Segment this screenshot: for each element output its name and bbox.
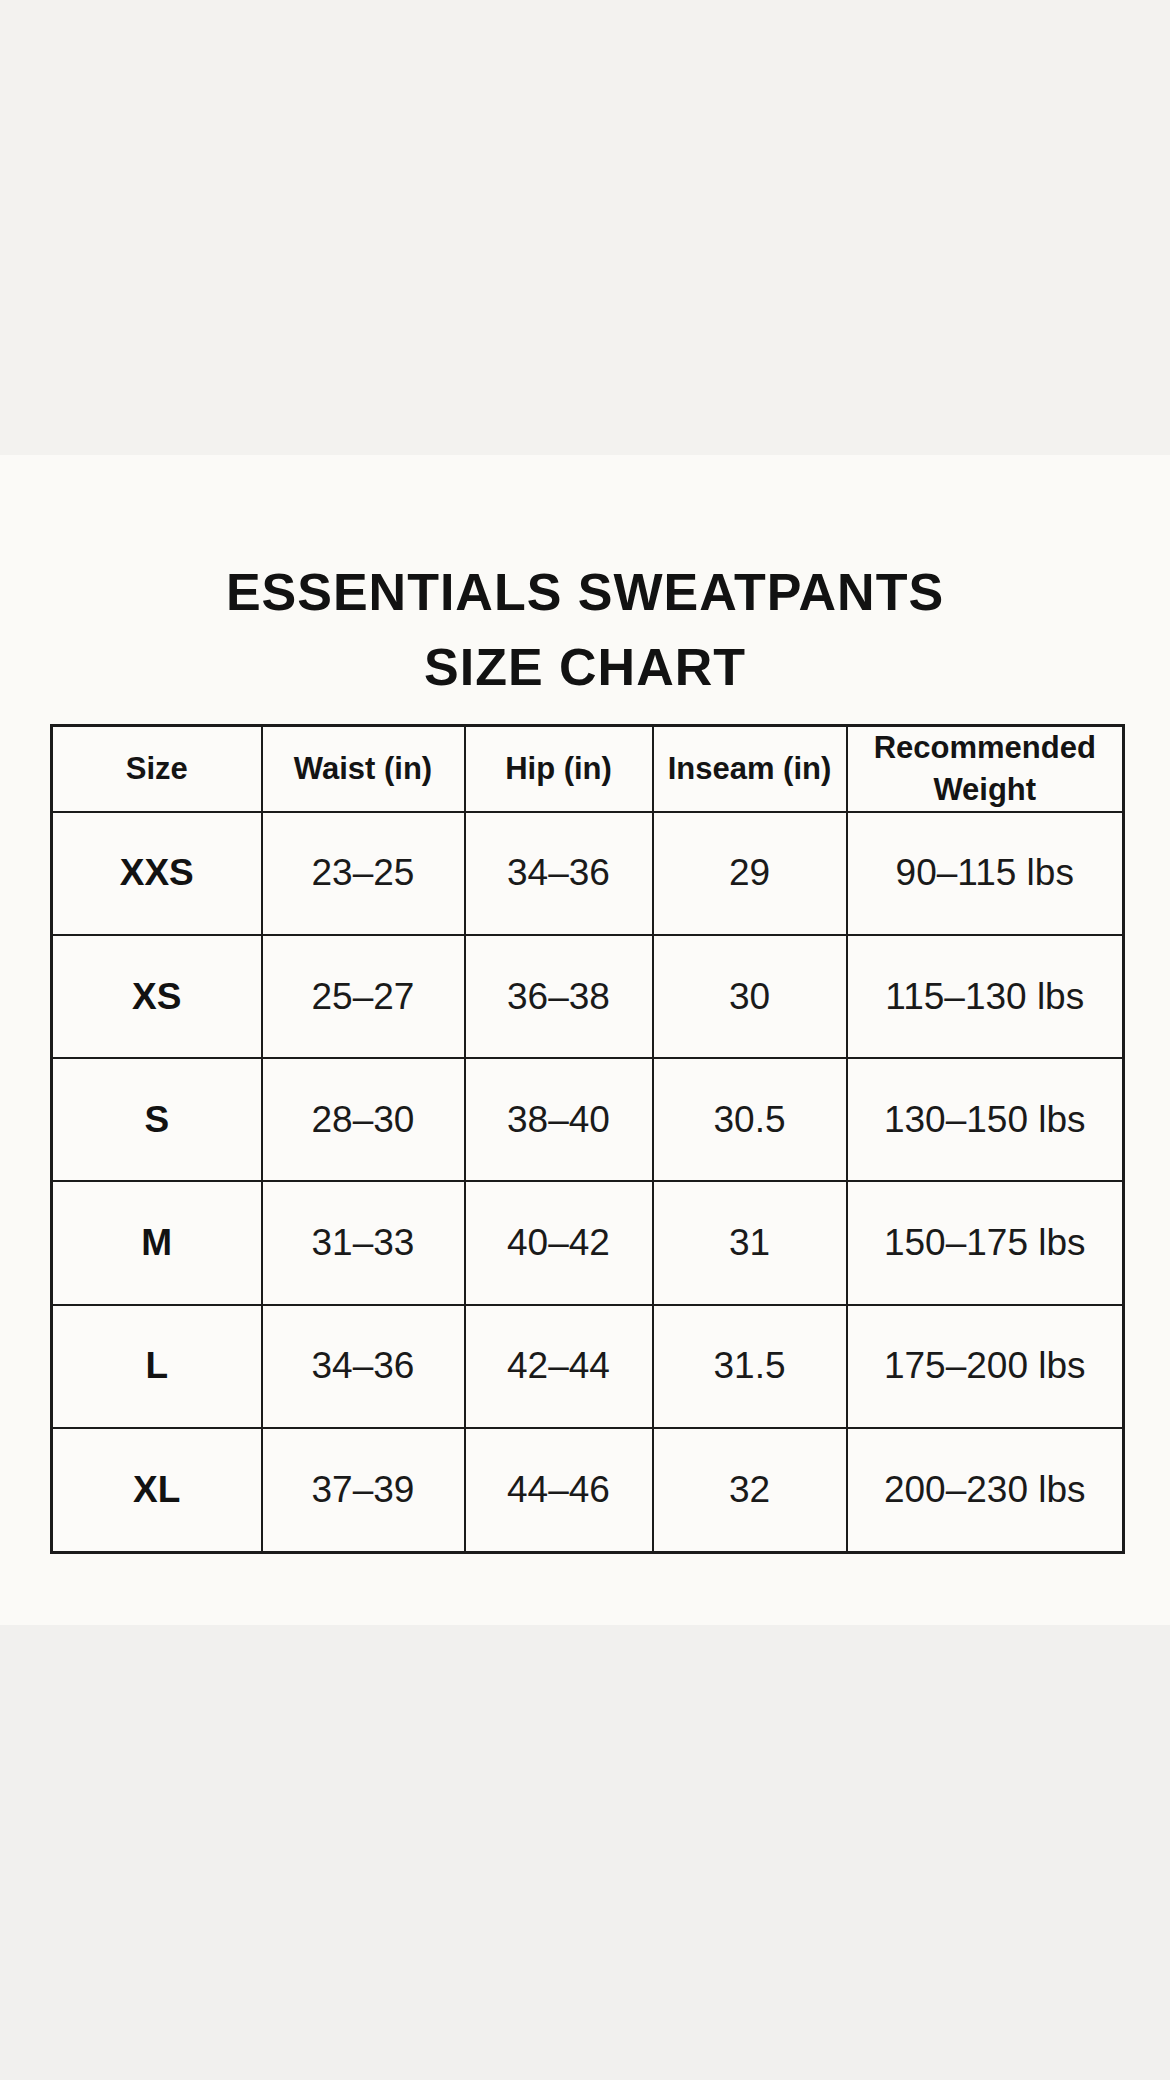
waist-cell: 34–36: [262, 1305, 465, 1428]
col-header-weight: Recommended Weight: [847, 726, 1124, 812]
inseam-cell: 31.5: [653, 1305, 847, 1428]
hip-cell: 44–46: [465, 1428, 653, 1553]
table-row-xl: XL 37–39 44–46 32 200–230 lbs: [52, 1428, 1124, 1553]
hip-cell: 34–36: [465, 812, 653, 935]
page-title: ESSENTIALS SWEATPANTS SIZE CHART: [0, 555, 1170, 705]
waist-cell: 25–27: [262, 935, 465, 1058]
col-header-waist: Waist (in): [262, 726, 465, 812]
table-row-m: M 31–33 40–42 31 150–175 lbs: [52, 1181, 1124, 1304]
size-cell: L: [52, 1305, 262, 1428]
page-title-line2: SIZE CHART: [424, 638, 746, 696]
size-cell: S: [52, 1058, 262, 1181]
weight-cell: 90–115 lbs: [847, 812, 1124, 935]
waist-cell: 28–30: [262, 1058, 465, 1181]
col-header-size: Size: [52, 726, 262, 812]
weight-cell: 130–150 lbs: [847, 1058, 1124, 1181]
col-header-inseam: Inseam (in): [653, 726, 847, 812]
inseam-cell: 32: [653, 1428, 847, 1553]
inseam-cell: 31: [653, 1181, 847, 1304]
waist-cell: 37–39: [262, 1428, 465, 1553]
size-cell: M: [52, 1181, 262, 1304]
hip-cell: 42–44: [465, 1305, 653, 1428]
hip-cell: 40–42: [465, 1181, 653, 1304]
table-header-row: Size Waist (in) Hip (in) Inseam (in) Rec…: [52, 726, 1124, 812]
inseam-cell: 29: [653, 812, 847, 935]
table-row-s: S 28–30 38–40 30.5 130–150 lbs: [52, 1058, 1124, 1181]
weight-cell: 115–130 lbs: [847, 935, 1124, 1058]
size-cell: XS: [52, 935, 262, 1058]
inseam-cell: 30.5: [653, 1058, 847, 1181]
waist-cell: 23–25: [262, 812, 465, 935]
size-cell: XXS: [52, 812, 262, 935]
inseam-cell: 30: [653, 935, 847, 1058]
table-row-xs: XS 25–27 36–38 30 115–130 lbs: [52, 935, 1124, 1058]
page-title-line1: ESSENTIALS SWEATPANTS: [226, 563, 944, 621]
weight-cell: 175–200 lbs: [847, 1305, 1124, 1428]
waist-cell: 31–33: [262, 1181, 465, 1304]
table-row-l: L 34–36 42–44 31.5 175–200 lbs: [52, 1305, 1124, 1428]
size-chart-table: Size Waist (in) Hip (in) Inseam (in) Rec…: [50, 724, 1125, 1554]
hip-cell: 36–38: [465, 935, 653, 1058]
bottom-background-band: [0, 1625, 1170, 2080]
size-cell: XL: [52, 1428, 262, 1553]
hip-cell: 38–40: [465, 1058, 653, 1181]
weight-cell: 200–230 lbs: [847, 1428, 1124, 1553]
table-row-xxs: XXS 23–25 34–36 29 90–115 lbs: [52, 812, 1124, 935]
col-header-hip: Hip (in): [465, 726, 653, 812]
weight-cell: 150–175 lbs: [847, 1181, 1124, 1304]
top-background-band: [0, 0, 1170, 455]
